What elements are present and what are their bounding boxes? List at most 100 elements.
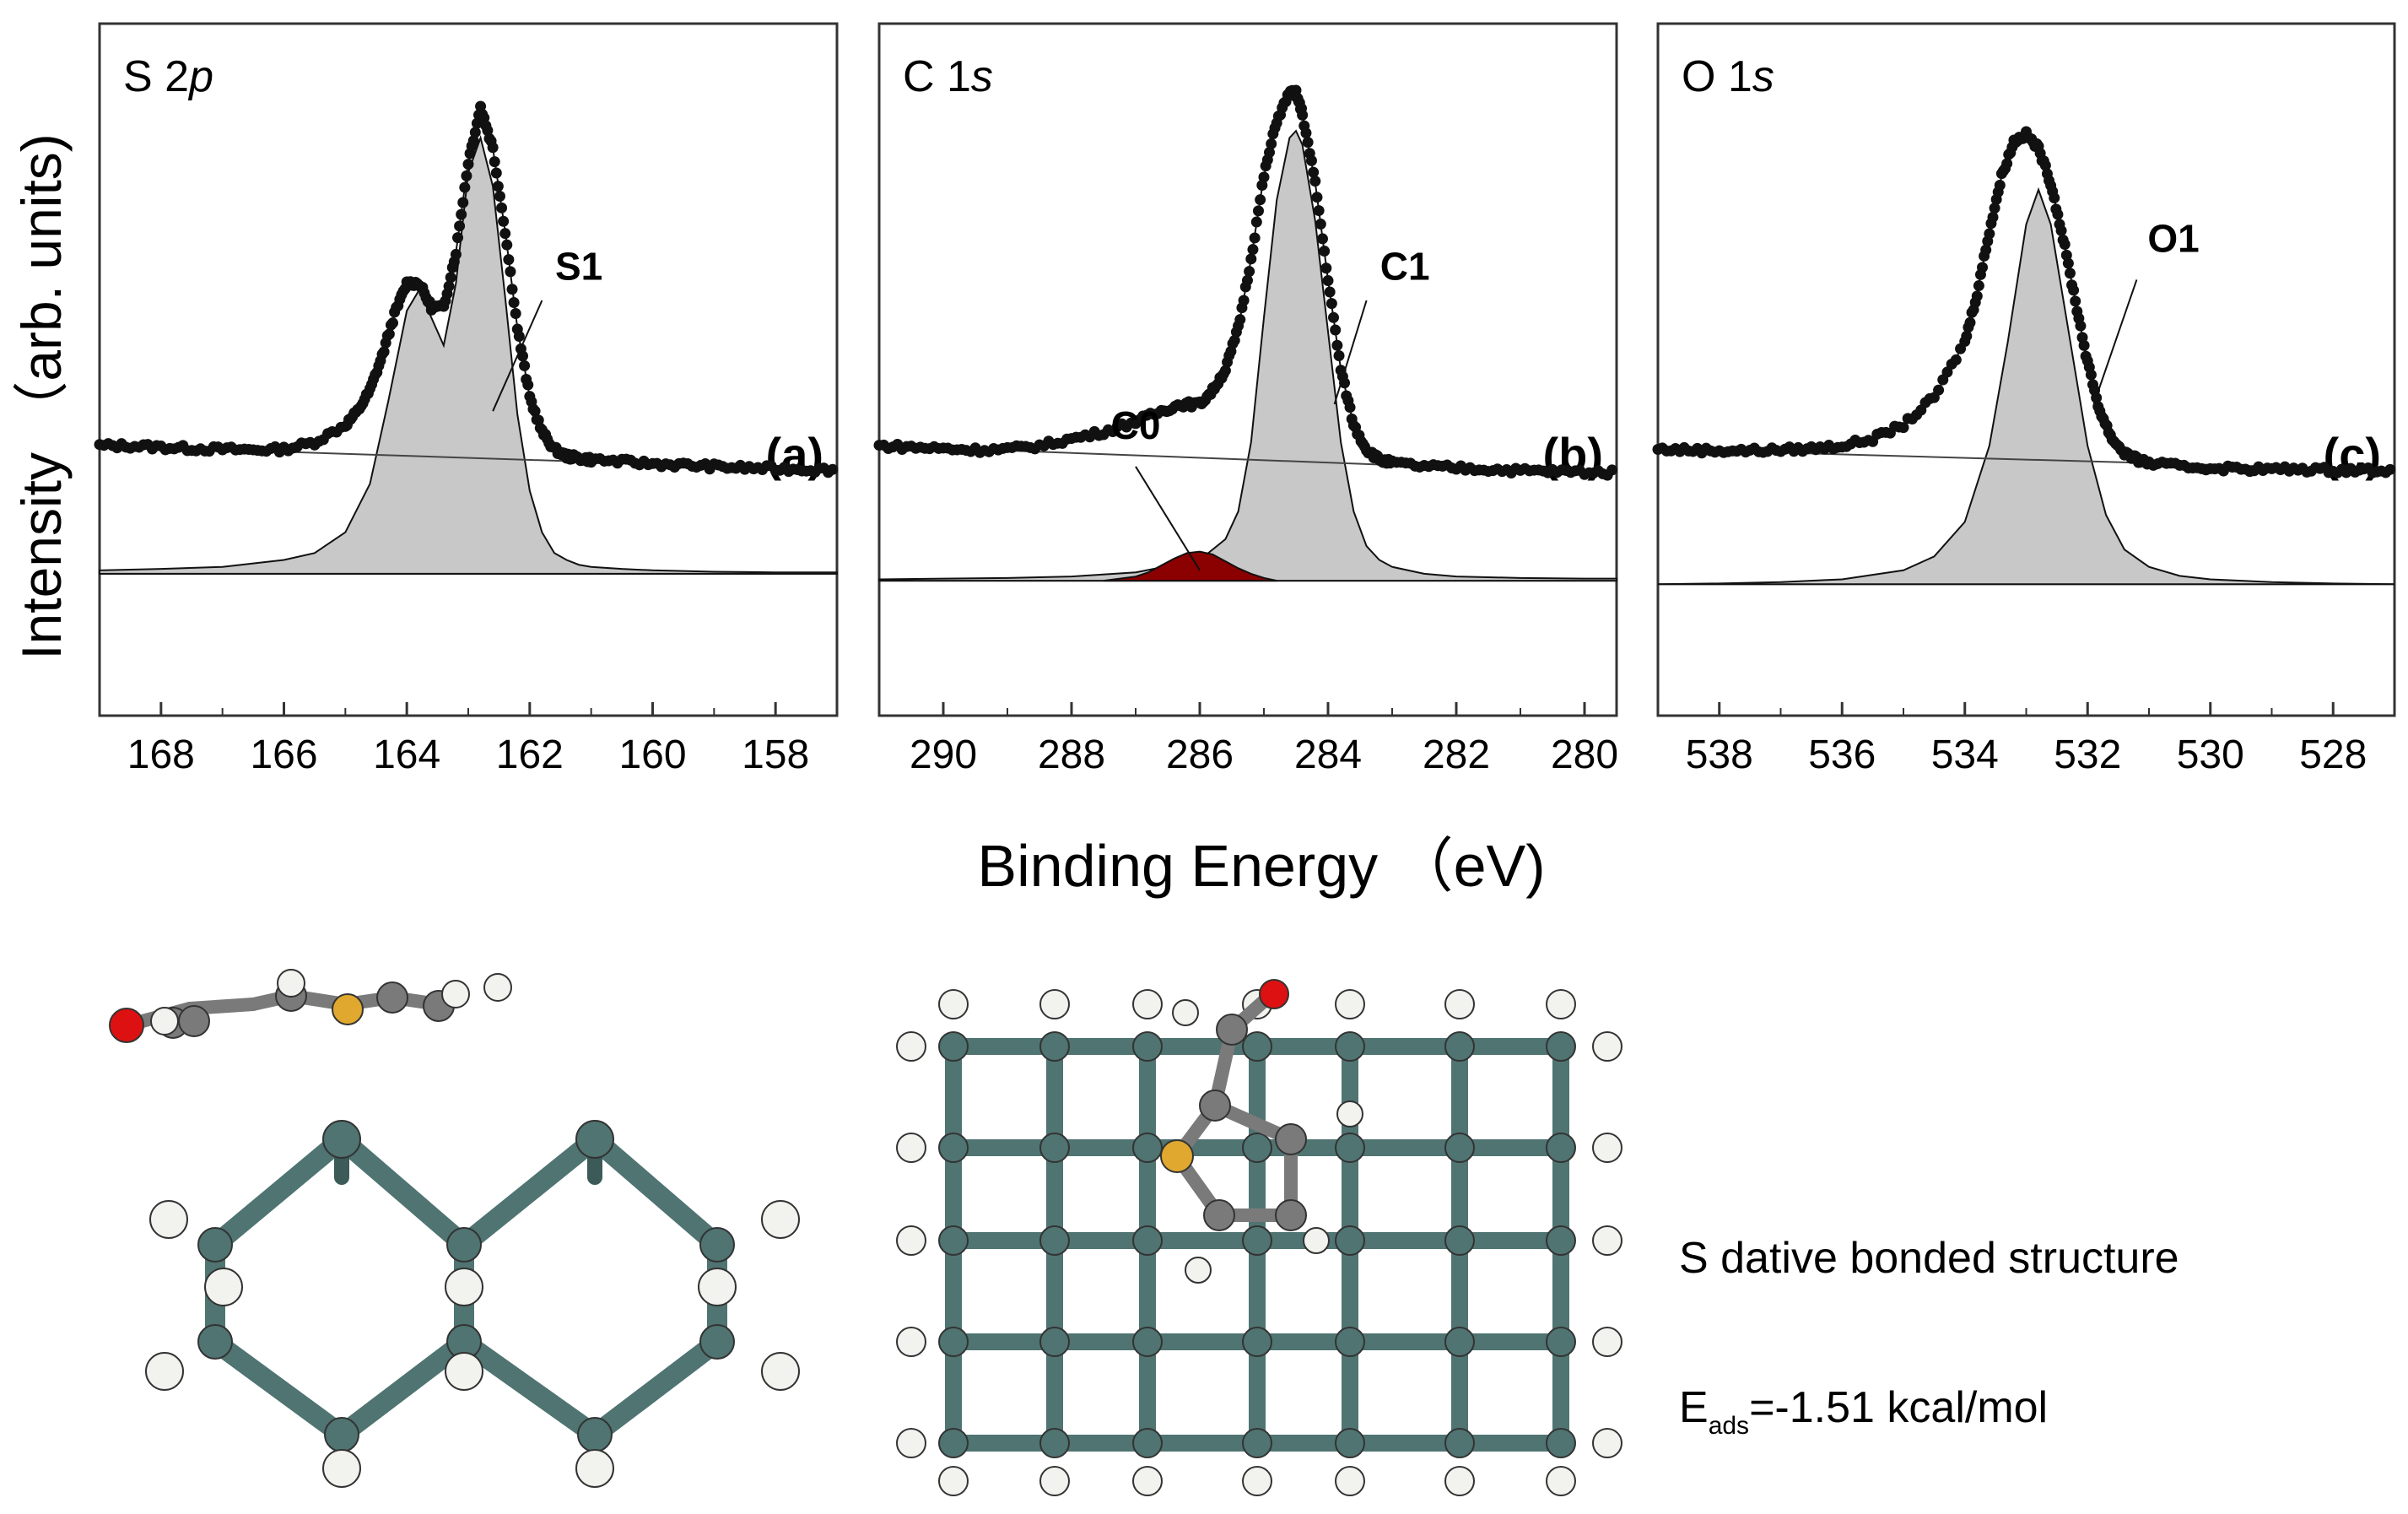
data-point xyxy=(1247,244,1259,256)
si-atom xyxy=(1132,1031,1163,1062)
x-tick-label: 528 xyxy=(2299,733,2367,777)
data-point xyxy=(1309,176,1321,187)
data-point xyxy=(1961,330,1973,342)
si-atom xyxy=(446,1227,482,1263)
data-point xyxy=(1264,147,1276,159)
data-point xyxy=(492,181,504,192)
data-point xyxy=(529,405,541,417)
data-point xyxy=(1241,274,1253,286)
data-point xyxy=(1305,154,1317,166)
panel-title-main: O 1 xyxy=(1682,52,1752,101)
callout-line-o1 xyxy=(2092,279,2138,405)
si-atom xyxy=(699,1324,735,1360)
h-atom xyxy=(150,1007,179,1035)
si-atom xyxy=(1132,1327,1163,1357)
data-point xyxy=(1313,205,1325,217)
energy-subscript: ads xyxy=(1709,1412,1749,1440)
component-peak-c0 xyxy=(1103,550,1277,582)
data-point xyxy=(1950,354,1962,365)
si-atom xyxy=(1335,1225,1365,1256)
h-atom xyxy=(1185,1257,1212,1284)
h-atom xyxy=(896,1327,926,1357)
h-atom xyxy=(896,1225,926,1256)
si-atom xyxy=(1039,1031,1070,1062)
data-point xyxy=(1987,211,1999,223)
data-point xyxy=(1244,266,1255,278)
h-atom xyxy=(698,1268,737,1306)
si-atom xyxy=(1444,1225,1475,1256)
h-atom xyxy=(1303,1227,1330,1254)
c-atom xyxy=(1275,1123,1307,1155)
h-atom xyxy=(445,1268,483,1306)
si-atom xyxy=(938,1225,969,1256)
x-tick-label: 290 xyxy=(910,733,977,777)
data-point xyxy=(1266,138,1277,149)
x-tick-label: 160 xyxy=(618,733,686,777)
bond xyxy=(454,1129,605,1255)
data-point xyxy=(2039,160,2051,171)
panel-title: S 2p xyxy=(123,52,213,101)
x-tick-label: 286 xyxy=(1166,733,1234,777)
data-point xyxy=(1255,194,1266,206)
h-atom xyxy=(483,973,512,1002)
si-atom xyxy=(577,1417,613,1452)
h-atom xyxy=(1132,1466,1163,1496)
si-atom xyxy=(1335,1327,1365,1357)
si-atom xyxy=(1242,1327,1272,1357)
data-point xyxy=(2085,369,2097,381)
x-tick-label: 282 xyxy=(1423,733,1490,777)
data-point xyxy=(490,167,502,179)
data-point xyxy=(1328,311,1340,323)
data-point xyxy=(510,307,521,319)
data-point xyxy=(2060,249,2072,261)
data-point xyxy=(1297,109,1309,121)
data-point xyxy=(461,170,472,181)
data-point xyxy=(1980,244,1992,256)
si-atom xyxy=(1546,1031,1576,1062)
si-atom xyxy=(938,1031,969,1062)
data-point xyxy=(1311,192,1323,203)
si-atom xyxy=(575,1120,614,1159)
si-atom xyxy=(1546,1327,1576,1357)
si-atom xyxy=(1132,1133,1163,1163)
data-point xyxy=(1249,232,1261,244)
si-atom xyxy=(197,1227,233,1263)
data-point xyxy=(1324,286,1336,298)
y-axis-label: Intensity （arb. units) xyxy=(10,133,73,660)
h-atom xyxy=(1444,1466,1475,1496)
component-peak-s1 xyxy=(99,134,838,575)
data-point xyxy=(378,346,390,358)
data-point xyxy=(1245,253,1257,265)
data-point xyxy=(2062,257,2074,269)
callout-line-s1 xyxy=(492,300,543,412)
h-atom xyxy=(761,1200,800,1239)
structure-caption: S dative bonded structure xyxy=(1679,1234,2179,1283)
x-tick-label: 532 xyxy=(2054,733,2121,777)
data-point xyxy=(2059,238,2071,250)
component-label-c1: C1 xyxy=(1380,244,1430,288)
h-atom xyxy=(277,969,305,998)
data-point xyxy=(462,159,474,170)
si-atom xyxy=(1546,1225,1576,1256)
x-tick-label: 530 xyxy=(2177,733,2244,777)
h-atom xyxy=(896,1133,926,1163)
data-point xyxy=(505,266,516,278)
data-point xyxy=(383,328,395,340)
component-label-c0: C0 xyxy=(1111,403,1161,447)
data-point xyxy=(1989,203,2000,214)
data-points xyxy=(873,84,1618,481)
si-atom xyxy=(1444,1031,1475,1062)
c-atom xyxy=(1216,1014,1248,1046)
data-point xyxy=(517,350,529,362)
h-atom xyxy=(204,1268,243,1306)
data-point xyxy=(1971,290,1983,302)
c-atom xyxy=(1203,1199,1235,1231)
si-atom xyxy=(1039,1225,1070,1256)
data-point xyxy=(513,331,525,343)
h-atom xyxy=(938,989,969,1019)
energy-symbol: E xyxy=(1679,1383,1709,1432)
data-point xyxy=(1319,246,1331,257)
si-atom xyxy=(1546,1428,1576,1458)
h-atom xyxy=(1592,1225,1622,1256)
panel-title-italic: p xyxy=(187,52,213,101)
